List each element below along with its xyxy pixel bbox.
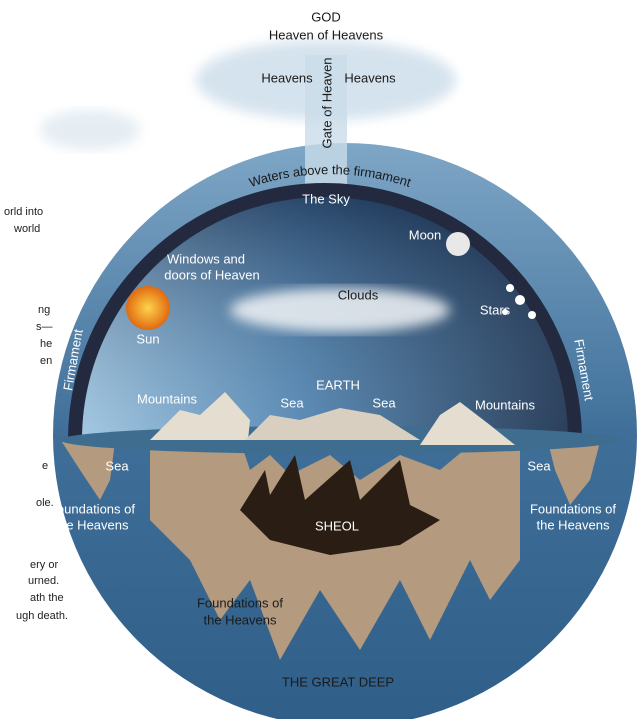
label: Moon xyxy=(409,227,442,242)
cosmology-diagram: GOD Heaven of Heavens Heavens Heavens Ga… xyxy=(0,0,638,719)
label: Foundations of xyxy=(530,501,616,516)
side-line: ugh death. xyxy=(16,610,68,622)
label: Sea xyxy=(527,458,551,473)
side-line: ery or xyxy=(30,559,58,571)
label: Sea xyxy=(372,395,396,410)
side-line: urned. xyxy=(28,575,59,587)
label: Mountains xyxy=(475,397,535,412)
label: the Heavens xyxy=(56,517,129,532)
side-line: ole. xyxy=(36,497,54,509)
label: Clouds xyxy=(338,287,379,302)
side-line: en xyxy=(40,355,52,367)
label: Stars xyxy=(480,302,511,317)
side-line: e xyxy=(42,460,48,472)
label: Sea xyxy=(105,458,129,473)
side-line: ath the xyxy=(30,592,64,604)
label: the Heavens xyxy=(537,517,610,532)
label: Heavens xyxy=(344,70,396,85)
label: Sun xyxy=(136,331,159,346)
label: SHEOL xyxy=(315,518,359,533)
label: Sea xyxy=(280,395,304,410)
side-line: he xyxy=(40,338,52,350)
side-line: world xyxy=(13,223,40,235)
label: Windows and xyxy=(167,251,245,266)
label: Mountains xyxy=(137,391,197,406)
side-line: s— xyxy=(36,321,53,333)
header-sub: Heaven of Heavens xyxy=(269,27,384,42)
label: The Sky xyxy=(302,191,350,206)
label: EARTH xyxy=(316,377,360,392)
label: Foundations of xyxy=(197,595,283,610)
label: doors of Heaven xyxy=(164,267,259,282)
label: Heavens xyxy=(261,70,313,85)
side-line: orld into xyxy=(4,206,43,218)
header-top: GOD xyxy=(311,9,341,24)
side-line: ng xyxy=(38,304,50,316)
label: THE GREAT DEEP xyxy=(282,674,394,689)
label: Foundations of xyxy=(49,501,135,516)
label: the Heavens xyxy=(204,612,277,627)
label: Gate of Heaven xyxy=(319,57,334,148)
